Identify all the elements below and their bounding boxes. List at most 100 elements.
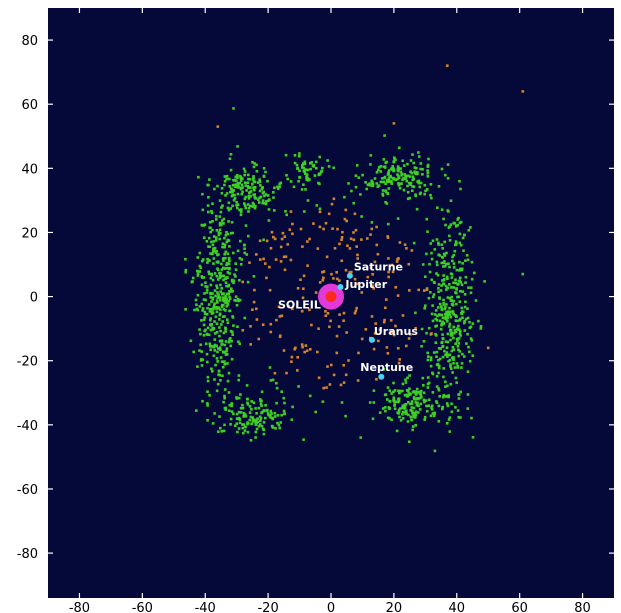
scatter-point [220, 262, 223, 266]
scatter-point [297, 179, 300, 183]
scatter-point [448, 297, 452, 300]
scatter-point [391, 165, 394, 168]
scatter-point [456, 327, 459, 330]
scatter-point [208, 220, 212, 224]
scatter-point [252, 165, 256, 169]
scatter-point [268, 198, 271, 201]
scatter-point [215, 389, 219, 393]
scatter-point [239, 179, 243, 182]
scatter-point [278, 335, 282, 339]
scatter-point [375, 243, 379, 247]
scatter-point [240, 183, 244, 187]
scatter-point [352, 238, 356, 242]
scatter-point [226, 292, 229, 296]
sun-marker [325, 291, 337, 303]
scatter-point [247, 195, 251, 198]
scatter-point [220, 303, 224, 307]
scatter-point [450, 349, 454, 353]
scatter-point [223, 296, 226, 300]
scatter-point [437, 306, 440, 309]
scatter-point [226, 321, 230, 324]
scatter-point [219, 329, 222, 333]
scatter-point [424, 399, 428, 402]
scatter-point [332, 166, 336, 170]
scatter-point [315, 166, 318, 170]
scatter-point [218, 228, 222, 232]
scatter-point [234, 295, 238, 298]
scatter-point [290, 360, 293, 363]
scatter-point [239, 406, 243, 410]
scatter-point [241, 329, 245, 332]
scatter-point [262, 238, 265, 242]
scatter-point [191, 276, 195, 280]
scatter-point [306, 264, 309, 267]
scatter-point [227, 239, 231, 242]
scatter-point [215, 218, 218, 221]
scatter-point [296, 356, 299, 359]
scatter-point [393, 407, 397, 410]
scatter-point [207, 333, 211, 337]
scatter-point [219, 210, 223, 214]
scatter-point [227, 299, 231, 303]
scatter-point [447, 210, 450, 213]
scatter-point [415, 403, 419, 407]
scatter-point [427, 398, 431, 402]
scatter-point [405, 409, 408, 412]
scatter-point [396, 217, 400, 220]
scatter-point [258, 189, 262, 193]
scatter-point [439, 347, 442, 350]
scatter-point [228, 290, 231, 293]
scatter-point [260, 424, 264, 428]
scatter-point [237, 186, 240, 189]
scatter-point [216, 301, 219, 304]
scatter-point [436, 362, 440, 366]
scatter-point [268, 288, 272, 292]
scatter-point [434, 309, 438, 312]
scatter-point [222, 308, 226, 311]
scatter-point [251, 161, 254, 164]
scatter-point [273, 237, 277, 241]
scatter-point [236, 297, 240, 301]
scatter-point [446, 286, 450, 290]
scatter-point [454, 342, 457, 345]
scatter-point [459, 390, 462, 394]
scatter-point [380, 177, 384, 180]
scatter-point [253, 418, 257, 422]
scatter-point [317, 181, 320, 185]
scatter-point [345, 331, 348, 334]
scatter-point [246, 422, 249, 426]
scatter-point [441, 316, 445, 320]
scatter-point [210, 312, 214, 315]
scatter-point [247, 206, 251, 210]
scatter-point [460, 362, 464, 365]
scatter-point [229, 337, 232, 340]
scatter-point [397, 166, 400, 170]
scatter-point [392, 396, 396, 400]
scatter-point [250, 422, 253, 426]
scatter-point [386, 352, 390, 355]
scatter-point [399, 419, 403, 422]
scatter-point [441, 322, 445, 326]
scatter-point [329, 319, 332, 323]
scatter-point [382, 180, 385, 184]
scatter-point [464, 275, 468, 279]
scatter-point [217, 293, 220, 296]
scatter-point [245, 384, 249, 387]
scatter-point [429, 242, 432, 245]
scatter-point [352, 231, 355, 234]
scatter-point [397, 176, 401, 180]
scatter-point [364, 181, 367, 184]
scatter-point [269, 322, 273, 326]
scatter-point [218, 199, 222, 202]
scatter-point [356, 253, 359, 257]
scatter-point [443, 307, 447, 311]
scatter-point [408, 196, 411, 200]
scatter-point [259, 195, 263, 199]
scatter-point [455, 381, 458, 384]
scatter-point [249, 190, 253, 193]
scatter-point [463, 233, 466, 237]
scatter-point [228, 403, 232, 407]
scatter-point [229, 168, 233, 172]
scatter-point [441, 320, 445, 324]
scatter-point [301, 245, 304, 248]
